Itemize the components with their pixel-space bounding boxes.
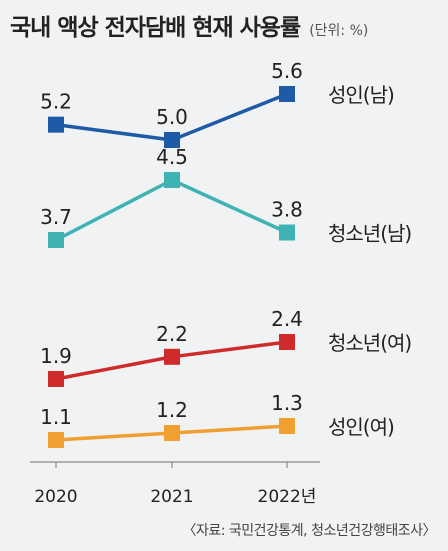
data-point-marker	[279, 334, 295, 350]
series-name-label: 성인(남)	[328, 83, 394, 107]
data-point-marker	[164, 425, 180, 441]
data-point-marker	[279, 224, 295, 241]
data-label: 3.8	[271, 198, 303, 222]
data-label: 4.5	[156, 145, 188, 169]
data-point-marker	[279, 86, 295, 102]
title-row: 국내 액상 전자담배 현재 사용률 (단위: %)	[10, 8, 368, 42]
data-point-marker	[48, 432, 64, 448]
data-label: 1.9	[40, 344, 72, 368]
data-point-marker	[48, 371, 64, 387]
x-tick-label: 2022년	[258, 487, 317, 507]
data-label: 1.1	[40, 405, 72, 429]
data-point-marker	[48, 232, 64, 248]
data-label: 2.4	[271, 307, 303, 331]
x-tick-label: 2020	[34, 487, 77, 507]
series-line	[55, 178, 288, 242]
chart-title: 국내 액상 전자담배 현재 사용률	[10, 15, 301, 41]
data-label: 5.6	[271, 59, 303, 83]
source-note: 〈자료: 국민건강통계, 청소년건강행태조사〉	[182, 523, 436, 539]
data-point-marker	[164, 132, 180, 148]
data-point-marker	[48, 116, 64, 133]
data-label: 5.2	[40, 90, 72, 114]
data-label: 5.0	[156, 105, 188, 129]
data-label: 2.2	[156, 322, 188, 346]
data-label: 3.7	[40, 205, 72, 229]
unit-label: (단위: %)	[309, 23, 369, 39]
data-label: 1.2	[156, 398, 188, 422]
data-point-marker	[279, 418, 295, 434]
series-name-label: 청소년(남)	[328, 222, 411, 246]
series-name-label: 성인(여)	[328, 415, 394, 439]
series-name-label: 청소년(여)	[328, 331, 411, 355]
data-label: 1.3	[271, 391, 303, 415]
x-tick-label: 2021	[150, 487, 193, 507]
data-point-marker	[164, 172, 180, 188]
data-point-marker	[164, 348, 180, 365]
